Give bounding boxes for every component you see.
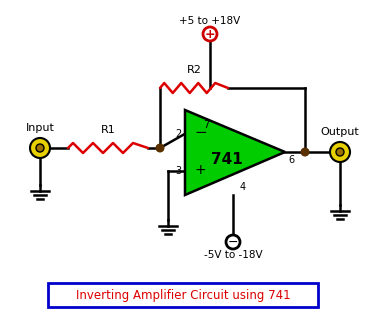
Text: 2: 2 (175, 129, 181, 139)
Circle shape (336, 148, 344, 156)
Text: −: − (228, 236, 238, 248)
Circle shape (203, 27, 217, 41)
Text: R1: R1 (101, 125, 115, 135)
Text: Output: Output (321, 127, 359, 137)
Text: +: + (194, 163, 206, 177)
Text: +5 to +18V: +5 to +18V (179, 16, 240, 26)
Text: 3: 3 (175, 166, 181, 176)
Text: Inverting Amplifier Circuit using 741: Inverting Amplifier Circuit using 741 (76, 289, 290, 301)
Circle shape (226, 235, 240, 249)
Text: 4: 4 (240, 182, 246, 192)
Text: 6: 6 (288, 155, 294, 165)
Text: Input: Input (26, 123, 54, 133)
Circle shape (36, 144, 44, 152)
Text: -5V to -18V: -5V to -18V (204, 250, 262, 260)
FancyBboxPatch shape (48, 283, 318, 307)
Text: −: − (194, 125, 207, 140)
Text: +: + (205, 28, 215, 40)
Text: 7: 7 (203, 120, 209, 130)
Polygon shape (185, 110, 285, 195)
Circle shape (330, 142, 350, 162)
Circle shape (301, 148, 309, 156)
Text: R2: R2 (186, 65, 201, 75)
Text: 741: 741 (211, 153, 243, 167)
Circle shape (30, 138, 50, 158)
Circle shape (156, 144, 164, 152)
